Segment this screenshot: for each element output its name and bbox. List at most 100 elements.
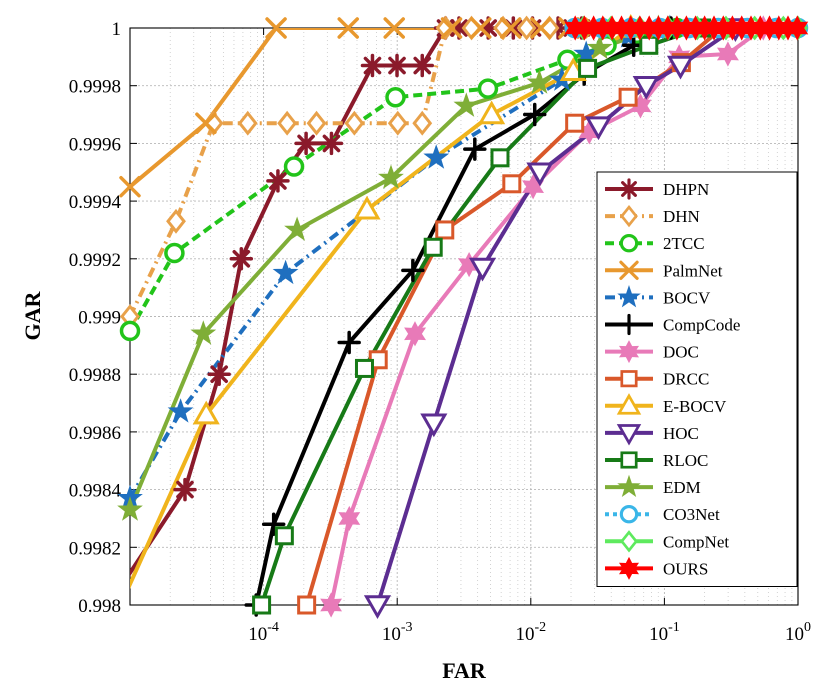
data-point-rloc xyxy=(490,148,510,168)
legend-label: E-BOCV xyxy=(663,397,727,416)
legend-marker xyxy=(617,285,641,308)
legend-marker xyxy=(620,204,638,228)
data-point-doc xyxy=(716,41,739,67)
y-tick-label: 0.9998 xyxy=(69,77,121,98)
data-point-palmnet xyxy=(265,17,287,39)
data-point-rloc xyxy=(274,526,294,546)
legend-label: CompCode xyxy=(663,316,740,335)
data-point-compcode xyxy=(337,330,361,355)
data-point-e-bocv xyxy=(478,100,506,125)
x-tick-label: 10-1 xyxy=(649,620,680,645)
y-tick-label: 0.9982 xyxy=(69,538,121,559)
legend-marker xyxy=(620,451,638,469)
data-point-doc xyxy=(320,592,343,618)
data-point-drcc xyxy=(297,595,317,615)
y-tick-label: 0.9984 xyxy=(69,481,122,502)
legend-label: DHN xyxy=(663,207,700,226)
y-tick-label: 0.9988 xyxy=(69,365,121,386)
data-point-bocv xyxy=(423,144,450,169)
legend-label: CompNet xyxy=(663,532,729,551)
data-point-dhn xyxy=(387,110,408,136)
data-point-edm xyxy=(378,164,404,189)
legend-marker xyxy=(619,504,639,524)
data-point-drcc xyxy=(565,113,585,133)
y-axis-title: GAR xyxy=(20,290,45,340)
data-point-rloc xyxy=(423,237,443,257)
data-point-dhpn xyxy=(410,53,435,78)
data-point-hoc xyxy=(632,75,660,100)
data-point-2tcc xyxy=(119,320,141,342)
data-point-palmnet xyxy=(500,17,522,39)
data-point-palmnet xyxy=(530,17,552,39)
legend-label: BOCV xyxy=(663,288,711,307)
legend: DHPN DHN 2TCC PalmNet BOCV CompCode DOC DRCC E-B… xyxy=(596,171,798,587)
data-point-dhn xyxy=(344,110,365,136)
y-tick-label: 1 xyxy=(112,19,122,40)
data-point-dhn xyxy=(237,110,258,136)
data-point-drcc xyxy=(502,174,522,194)
legend-label: RLOC xyxy=(663,451,708,470)
data-point-palmnet xyxy=(195,112,217,134)
legend-marker xyxy=(617,474,641,498)
x-tick-label: 100 xyxy=(785,620,811,645)
data-point-dhn xyxy=(516,15,537,41)
x-axis-title: FAR xyxy=(442,658,487,683)
series-line-palmnet xyxy=(130,28,595,189)
series-line-rloc xyxy=(259,28,703,605)
data-point-dhn xyxy=(277,110,298,136)
legend-label: 2TCC xyxy=(663,234,705,253)
y-tick-label: 0.998 xyxy=(78,596,121,617)
data-point-edm xyxy=(526,69,553,94)
data-point-dhpn xyxy=(319,131,344,156)
legend-label: DHPN xyxy=(663,180,709,199)
data-point-palmnet xyxy=(119,175,141,198)
data-point-edm xyxy=(284,216,310,241)
data-point-dhpn xyxy=(229,247,254,271)
data-point-rloc xyxy=(578,58,598,78)
data-point-dhpn xyxy=(207,362,231,386)
data-point-dhn xyxy=(166,208,186,234)
legend-marker xyxy=(620,370,638,388)
legend-marker xyxy=(619,260,639,280)
data-point-drcc xyxy=(618,87,638,107)
data-point-edm xyxy=(190,320,217,345)
data-point-compcode xyxy=(261,512,286,536)
data-point-drcc xyxy=(435,220,455,240)
data-point-compcode xyxy=(401,258,425,283)
data-point-2tcc xyxy=(385,86,406,108)
data-point-bocv xyxy=(167,398,194,423)
data-point-palmnet xyxy=(383,17,405,39)
data-point-dhpn xyxy=(294,131,318,156)
data-point-palmnet xyxy=(469,17,492,39)
data-point-2tcc xyxy=(283,156,305,177)
data-point-hoc xyxy=(526,162,554,187)
legend-marker xyxy=(619,233,639,253)
data-point-doc xyxy=(338,505,361,532)
data-point-hoc xyxy=(363,595,392,620)
data-point-palmnet xyxy=(337,17,359,39)
data-point-bocv xyxy=(272,259,299,285)
data-point-dhpn xyxy=(266,169,290,193)
legend-label: DOC xyxy=(663,343,699,362)
legend-label: PalmNet xyxy=(663,261,723,280)
y-tick-label: 0.999 xyxy=(78,308,121,329)
data-point-hoc xyxy=(420,413,448,438)
data-point-doc xyxy=(404,321,427,347)
y-tick-label: 0.9992 xyxy=(69,250,121,271)
legend-label: EDM xyxy=(663,478,701,497)
data-point-2tcc xyxy=(164,242,185,264)
data-point-rloc xyxy=(354,358,374,378)
data-point-edm xyxy=(586,34,613,60)
data-point-dhpn xyxy=(173,477,197,502)
data-point-hoc xyxy=(468,257,497,282)
y-tick-label: 0.9986 xyxy=(69,423,121,444)
y-tick-label: 0.9994 xyxy=(69,192,122,213)
data-point-compcode xyxy=(522,102,547,127)
data-point-dhpn xyxy=(385,53,409,78)
legend-marker xyxy=(616,393,642,415)
x-tick-label: 10-3 xyxy=(382,620,413,645)
legend-label: OURS xyxy=(663,559,708,578)
data-point-hoc xyxy=(584,116,613,141)
legend-marker xyxy=(618,340,640,364)
